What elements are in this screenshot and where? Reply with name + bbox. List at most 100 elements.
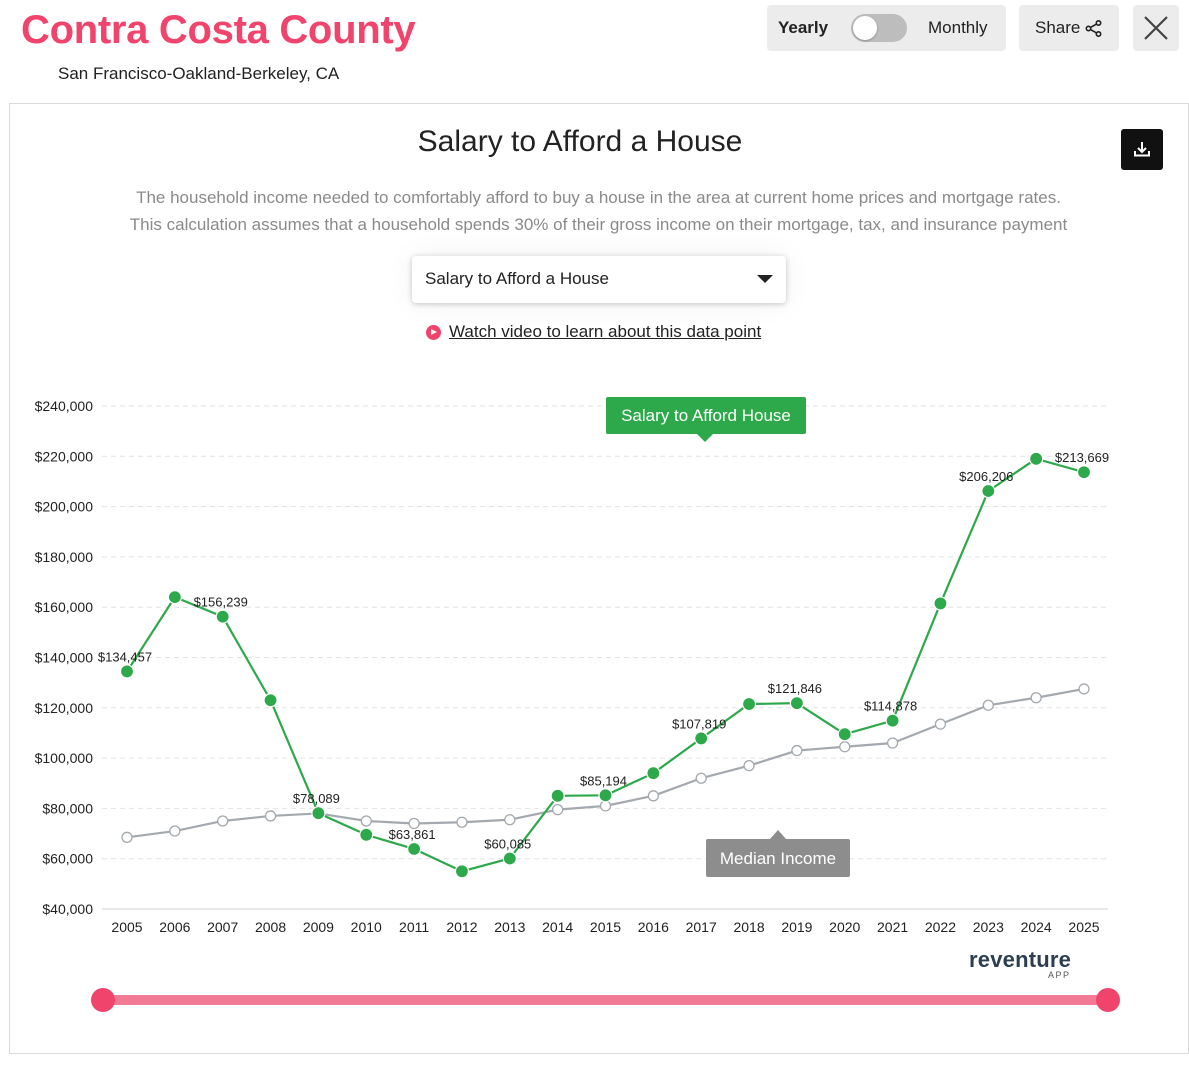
- range-start-handle[interactable]: [91, 988, 115, 1012]
- income-data-point: [1078, 683, 1090, 695]
- brand-logo: reventure: [969, 947, 1072, 972]
- salary-data-point: [215, 609, 230, 624]
- x-tick-label: 2022: [925, 919, 956, 935]
- download-button[interactable]: [1121, 129, 1163, 170]
- chart-description-line2: This calculation assumes that a househol…: [129, 215, 1068, 234]
- y-tick-label: $200,000: [35, 499, 94, 515]
- income-data-point: [264, 810, 277, 822]
- chart-title: Salary to Afford a House: [417, 125, 743, 158]
- y-tick-label: $100,000: [35, 750, 94, 766]
- y-tick-label: $140,000: [35, 650, 94, 666]
- data-label: $121,846: [768, 681, 822, 696]
- data-label: $78,089: [293, 791, 340, 806]
- income-data-point: [360, 815, 372, 827]
- x-tick-label: 2006: [159, 919, 190, 935]
- data-label: $85,194: [580, 773, 627, 788]
- income-legend-label: Median Income: [720, 849, 836, 868]
- data-label: $206,206: [959, 469, 1013, 484]
- y-tick-label: $80,000: [42, 800, 93, 816]
- x-tick-label: 2019: [781, 919, 812, 935]
- toggle-yearly-label[interactable]: Yearly: [778, 18, 829, 37]
- income-data-point: [934, 718, 947, 730]
- income-data-point: [743, 759, 755, 772]
- income-data-point: [982, 699, 994, 711]
- salary-data-point: [789, 696, 805, 711]
- y-tick-label: $40,000: [42, 901, 93, 917]
- x-tick-label: 2012: [446, 919, 477, 935]
- period-toggle-switch[interactable]: [851, 14, 907, 42]
- salary-data-point: [1076, 465, 1092, 480]
- x-tick-label: 2013: [494, 919, 525, 935]
- salary-data-point: [311, 806, 326, 821]
- x-tick-label: 2014: [542, 919, 573, 935]
- download-icon: [1134, 142, 1150, 157]
- brand-logo-sub: APP: [1048, 970, 1071, 980]
- salary-data-point: [550, 788, 565, 803]
- salary-legend-label: Salary to Afford House: [621, 406, 791, 425]
- year-range-slider[interactable]: [103, 995, 1108, 1005]
- salary-data-point: [885, 713, 900, 728]
- x-tick-label: 2020: [829, 919, 860, 935]
- toggle-monthly-label[interactable]: Monthly: [928, 18, 988, 37]
- data-label: $114,878: [864, 699, 917, 714]
- close-button[interactable]: [1133, 5, 1179, 51]
- page-subtitle: San Francisco-Oakland-Berkeley, CA: [58, 64, 340, 83]
- x-tick-label: 2017: [686, 919, 717, 935]
- income-data-point: [886, 737, 899, 749]
- income-data-point: [839, 741, 851, 753]
- salary-legend-pointer: [697, 434, 713, 442]
- period-toggle: Yearly Monthly: [767, 5, 1006, 51]
- watch-video-text: Watch video to learn about this data poi…: [449, 322, 762, 341]
- x-tick-label: 2008: [255, 919, 286, 935]
- income-data-point: [1030, 692, 1042, 704]
- salary-data-point: [741, 696, 757, 712]
- income-legend-tag: [706, 839, 850, 877]
- salary-data-point: [167, 590, 182, 605]
- income-data-point: [504, 814, 516, 826]
- x-tick-label: 2009: [303, 919, 334, 935]
- x-tick-label: 2024: [1021, 919, 1052, 935]
- data-label: $60,085: [484, 836, 531, 851]
- x-tick-label: 2016: [638, 919, 669, 935]
- data-label: $156,239: [194, 595, 248, 610]
- salary-data-point: [837, 727, 852, 742]
- salary-data-point: [598, 788, 613, 803]
- share-button[interactable]: Share: [1019, 5, 1119, 51]
- chart-description-line1: The household income needed to comfortab…: [136, 188, 1061, 207]
- x-tick-label: 2005: [111, 919, 142, 935]
- x-tick-label: 2023: [973, 919, 1004, 935]
- x-tick-label: 2007: [207, 919, 238, 935]
- income-data-point: [408, 817, 420, 830]
- data-label: $213,669: [1055, 450, 1109, 465]
- salary-data-point: [502, 851, 517, 866]
- x-tick-label: 2025: [1068, 919, 1099, 935]
- income-data-point: [456, 816, 468, 828]
- y-tick-label: $120,000: [35, 700, 94, 716]
- y-tick-label: $220,000: [35, 448, 94, 464]
- toggle-knob: [853, 16, 877, 40]
- chevron-down-icon: [757, 275, 773, 283]
- share-icon: [1085, 20, 1102, 37]
- metric-select-value: Salary to Afford a House: [425, 269, 609, 288]
- x-tick-label: 2018: [733, 919, 764, 935]
- metric-select[interactable]: Salary to Afford a House: [412, 256, 786, 303]
- salary-data-point: [646, 766, 661, 781]
- income-data-point: [647, 790, 659, 802]
- income-data-point: [791, 744, 803, 757]
- range-end-handle[interactable]: [1096, 988, 1120, 1012]
- share-label: Share: [1035, 18, 1081, 37]
- salary-data-point: [454, 864, 470, 879]
- salary-data-point: [1029, 451, 1044, 466]
- x-tick-label: 2021: [877, 919, 908, 935]
- x-tick-label: 2010: [351, 919, 382, 935]
- page-title: Contra Costa County: [21, 8, 416, 52]
- data-label: $63,861: [389, 827, 436, 842]
- salary-legend-tag: [606, 397, 806, 434]
- y-tick-label: $180,000: [35, 549, 94, 565]
- y-tick-label: $240,000: [35, 398, 94, 414]
- salary-data-point: [119, 664, 135, 679]
- salary-data-point: [359, 827, 374, 842]
- salary-data-point: [981, 483, 996, 499]
- x-tick-label: 2011: [399, 919, 429, 935]
